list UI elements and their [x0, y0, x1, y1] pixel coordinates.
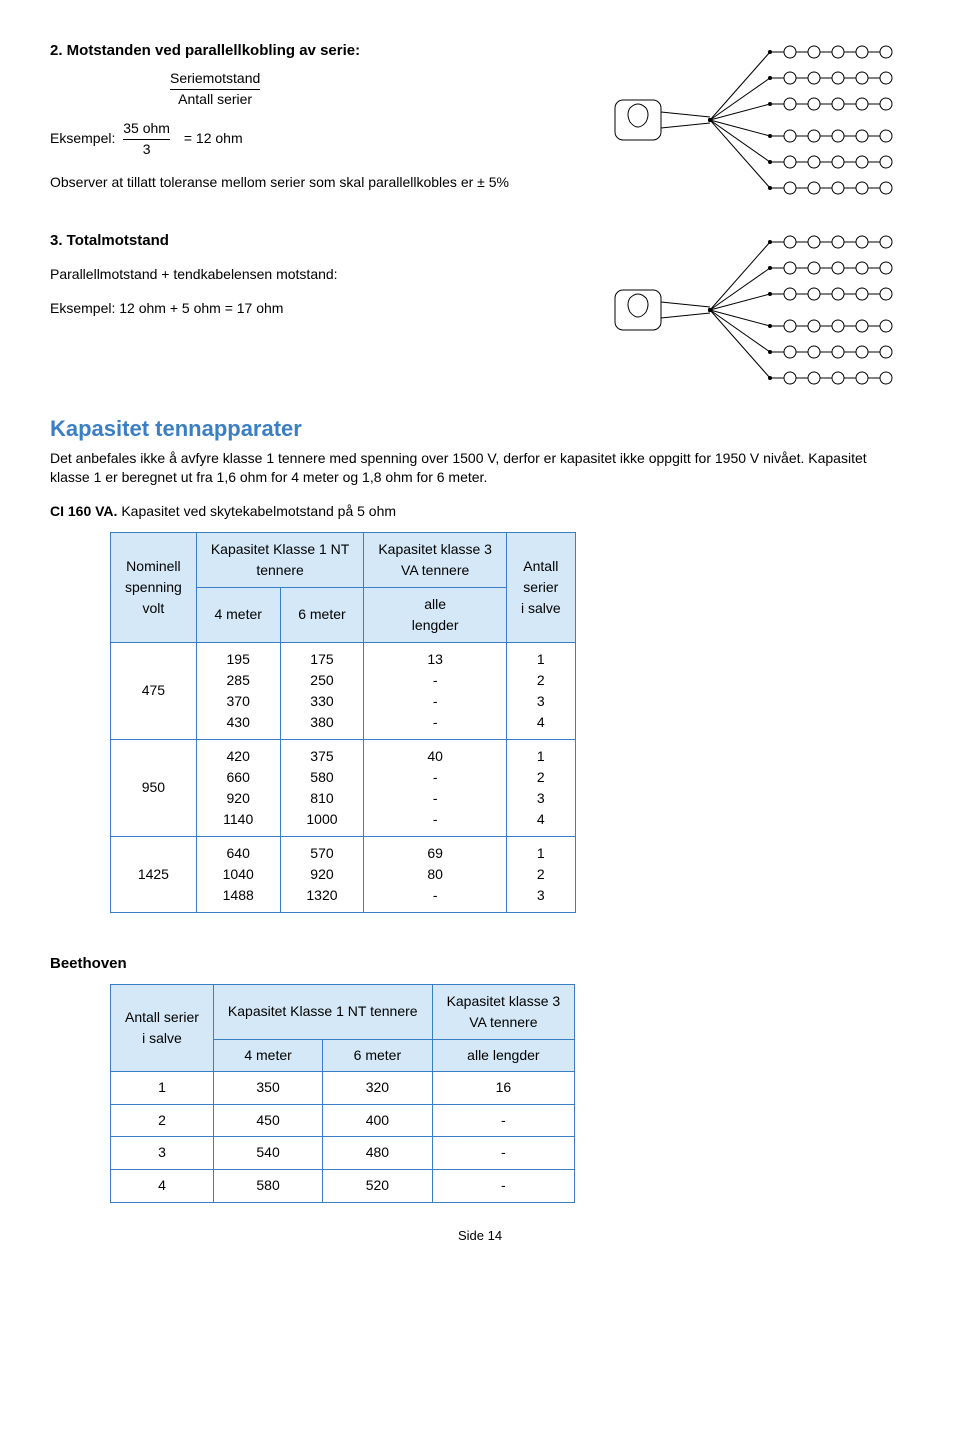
kapasitet-heading: Kapasitet tennapparater: [50, 414, 910, 445]
table-cell: 480: [323, 1137, 432, 1170]
col-alle: alle lengder: [432, 1039, 575, 1072]
table-cell: 420 660 920 1140: [196, 739, 280, 836]
table-cell: 580: [213, 1169, 322, 1202]
col-klasse3: Kapasitet klasse 3 VA tennere: [432, 984, 575, 1039]
page-footer: Side 14: [50, 1227, 910, 1245]
table-cell: 1 2 3 4: [506, 739, 575, 836]
col-antall: Antall serier i salve: [506, 532, 575, 642]
table-cell: 450: [213, 1104, 322, 1137]
table-cell: 350: [213, 1072, 322, 1105]
table-cell: 40 - - -: [364, 739, 507, 836]
ex-eq: = 12 ohm: [184, 130, 243, 146]
table-cell: 1 2 3 4: [506, 642, 575, 739]
section-3-heading: 3. Totalmotstand: [50, 230, 338, 251]
observe-text: Observer at tillatt toleranse mellom ser…: [50, 173, 509, 193]
col-klasse1: Kapasitet Klasse 1 NT tennere: [196, 532, 364, 587]
table-cell: 1: [111, 1072, 214, 1105]
col-4m: 4 meter: [196, 587, 280, 642]
table-cell: 4: [111, 1169, 214, 1202]
table-cell: 520: [323, 1169, 432, 1202]
table-cell: 69 80 -: [364, 836, 507, 912]
col-klasse3: Kapasitet klasse 3 VA tennere: [364, 532, 507, 587]
table-cell: -: [432, 1169, 575, 1202]
table-cell: -: [432, 1104, 575, 1137]
col-nominell: Nominell spenning volt: [111, 532, 197, 642]
ex-frac-bot: 3: [143, 141, 151, 157]
ci-rest: Kapasitet ved skytekabelmotstand på 5 oh…: [117, 503, 396, 519]
table-cell: 950: [111, 739, 197, 836]
example-label: Eksempel:: [50, 130, 115, 146]
table-cell: 2: [111, 1104, 214, 1137]
table-cell: 13 - - -: [364, 642, 507, 739]
table-cell: -: [432, 1137, 575, 1170]
table-cell: 640 1040 1488: [196, 836, 280, 912]
frac-top: Seriemotstand: [170, 69, 260, 90]
sec3-line1: Parallellmotstand + tendkabelensen motst…: [50, 265, 338, 285]
table-cell: 540: [213, 1137, 322, 1170]
table-cell: 375 580 810 1000: [280, 739, 364, 836]
table-cell: 475: [111, 642, 197, 739]
table-cell: 400: [323, 1104, 432, 1137]
total-resistance-diagram: [610, 230, 910, 400]
col-6m: 6 meter: [280, 587, 364, 642]
kapasitet-para: Det anbefales ikke å avfyre klasse 1 ten…: [50, 449, 910, 488]
table-cell: 570 920 1320: [280, 836, 364, 912]
beethoven-table: Antall serier i salveKapasitet Klasse 1 …: [110, 984, 575, 1203]
table-cell: 3: [111, 1137, 214, 1170]
table-cell: 1425: [111, 836, 197, 912]
section-2-heading: 2. Motstanden ved parallellkobling av se…: [50, 40, 509, 61]
table-cell: 1 2 3: [506, 836, 575, 912]
frac-bot: Antall serier: [178, 91, 252, 107]
col-6m: 6 meter: [323, 1039, 432, 1072]
table-cell: 16: [432, 1072, 575, 1105]
table-cell: 175 250 330 380: [280, 642, 364, 739]
ci-prefix: CI 160 VA.: [50, 503, 117, 519]
col-alle: alle lengder: [364, 587, 507, 642]
sec3-line2: Eksempel: 12 ohm + 5 ohm = 17 ohm: [50, 299, 338, 319]
col-antall: Antall serier i salve: [111, 984, 214, 1072]
beethoven-heading: Beethoven: [50, 953, 910, 974]
col-4m: 4 meter: [213, 1039, 322, 1072]
parallel-series-diagram: [610, 40, 910, 210]
table-cell: 320: [323, 1072, 432, 1105]
table-cell: 195 285 370 430: [196, 642, 280, 739]
col-klasse1: Kapasitet Klasse 1 NT tennere: [213, 984, 432, 1039]
ex-frac-top: 35 ohm: [123, 119, 170, 140]
ci-160-table: Nominell spenning voltKapasitet Klasse 1…: [110, 532, 576, 913]
